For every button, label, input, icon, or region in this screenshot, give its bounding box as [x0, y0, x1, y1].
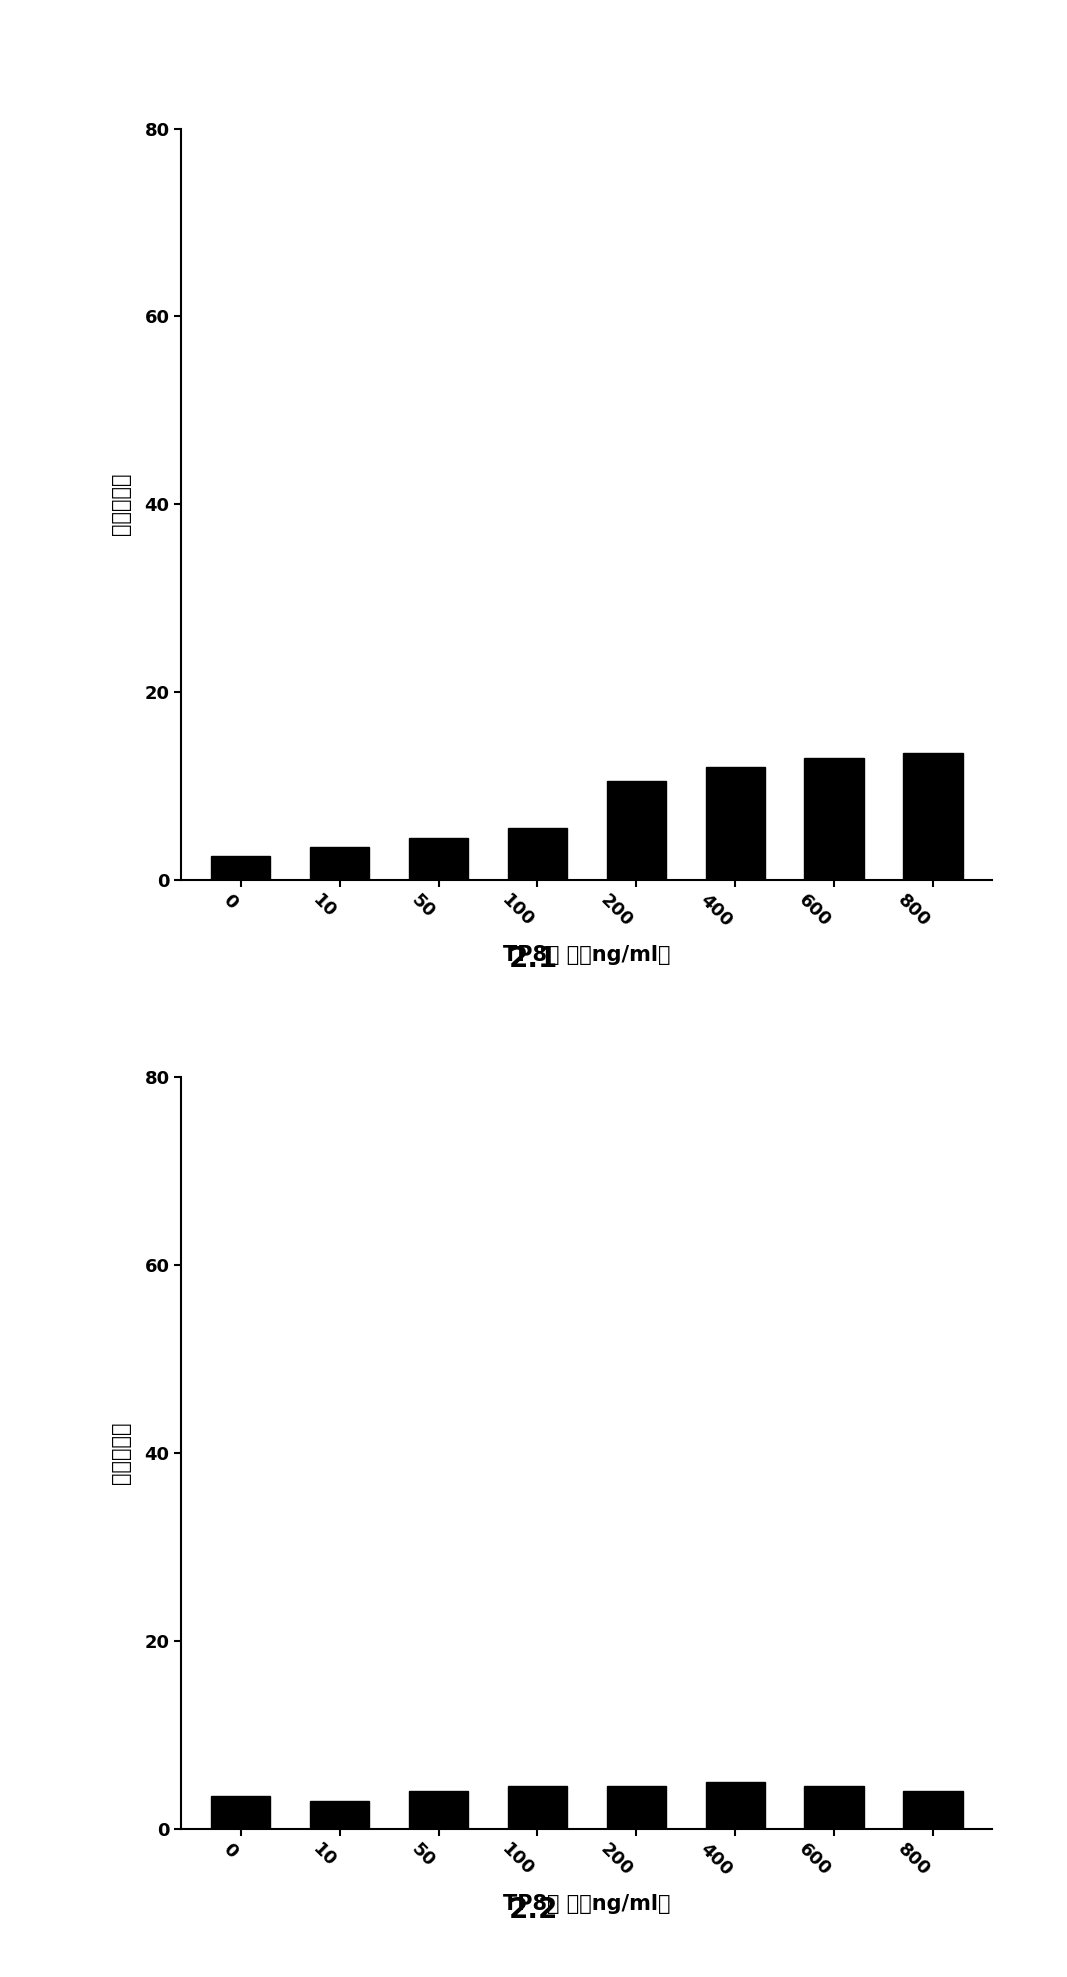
Bar — [508, 1787, 567, 1829]
Bar — [607, 1787, 666, 1829]
X-axis label: TP8剂 量（ng/ml）: TP8剂 量（ng/ml） — [504, 945, 670, 965]
Y-axis label: 凘亡百分数: 凘亡百分数 — [111, 1421, 130, 1485]
Text: 2.1: 2.1 — [509, 945, 558, 973]
Bar — [705, 1781, 765, 1829]
Bar — [309, 846, 369, 880]
Bar — [309, 1801, 369, 1829]
Y-axis label: 凘亡百分数: 凘亡百分数 — [111, 473, 130, 536]
Bar — [705, 767, 765, 880]
Bar — [508, 828, 567, 880]
Bar — [607, 781, 666, 880]
Text: 2.2: 2.2 — [509, 1896, 558, 1924]
Bar — [409, 1791, 468, 1829]
Bar — [904, 753, 962, 880]
X-axis label: TP8剂 量（ng/ml）: TP8剂 量（ng/ml） — [504, 1894, 670, 1914]
Bar — [409, 838, 468, 880]
Bar — [211, 1795, 270, 1829]
Bar — [805, 1787, 864, 1829]
Bar — [805, 757, 864, 880]
Bar — [904, 1791, 962, 1829]
Bar — [211, 856, 270, 880]
